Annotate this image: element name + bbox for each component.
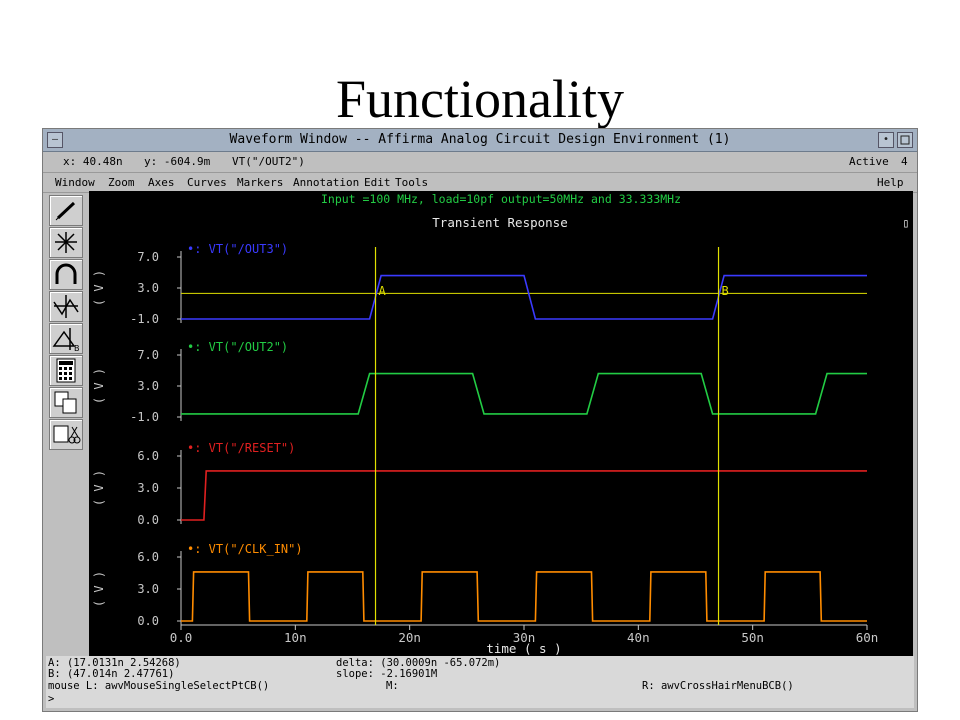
cursor-x: x: 40.48n — [63, 155, 123, 168]
waveform-out2 — [181, 372, 867, 415]
waveform-out3 — [181, 274, 867, 320]
y-tick-label-reset: 0.0 — [137, 513, 159, 527]
x-tick-label: 30n — [513, 630, 536, 645]
plot-subtitle: Input =100 MHz, load=10pf output=50MHz a… — [321, 192, 681, 206]
plot-title: Transient Response — [432, 215, 567, 230]
y-tick-label-out3: 3.0 — [137, 281, 159, 295]
pen-tool-button[interactable] — [49, 195, 83, 226]
legend-out3: •: VT("/OUT3") — [187, 242, 288, 256]
calculator-tool-button[interactable] — [49, 355, 83, 386]
y-tick-label-out3: 7.0 — [137, 250, 159, 264]
menu-zoom[interactable]: Zoom — [108, 176, 135, 189]
window-menu-button[interactable]: — — [47, 132, 63, 148]
window-title: Waveform Window -- Affirma Analog Circui… — [229, 132, 731, 147]
y-axis-label-out3: ( V ) — [92, 270, 106, 306]
marker-b-readout: B: (47.014n 2.47761) — [48, 668, 175, 680]
y-tick-label-out3: -1.0 — [130, 312, 159, 326]
y-tick-label-reset: 6.0 — [137, 449, 159, 463]
mouse-middle-binding: M: — [386, 680, 399, 692]
menu-help[interactable]: Help — [877, 176, 904, 189]
delta-readout: delta: (30.0009n -65.072m) — [336, 657, 501, 669]
cut-icon — [53, 425, 81, 444]
minimize-button[interactable]: • — [878, 132, 894, 148]
split-icon — [53, 295, 79, 318]
waveform-chart[interactable]: Input =100 MHz, load=10pf output=50MHz a… — [89, 191, 913, 658]
legend-clk_in: •: VT("/CLK_IN") — [187, 542, 303, 556]
menu-window[interactable]: Window — [55, 176, 95, 189]
marker-label-b: B — [722, 284, 729, 298]
y-tick-label-clk_in: 6.0 — [137, 550, 159, 564]
x-axis-label: time ( s ) — [486, 641, 561, 656]
cursor-status-bar: x: 40.48n y: -604.9m VT("/OUT2") Active … — [43, 152, 917, 173]
y-tick-label-out2: 3.0 — [137, 379, 159, 393]
command-prompt[interactable]: > — [48, 693, 55, 705]
svg-text:B: B — [74, 344, 80, 353]
slope-readout: slope: -2.16901M — [336, 668, 438, 680]
calculator-icon — [56, 358, 76, 383]
split-tool-button[interactable] — [49, 291, 83, 322]
x-tick-label: 20n — [398, 630, 421, 645]
plot-options-box[interactable]: ▯ — [902, 216, 909, 230]
y-axis-label-clk_in: ( V ) — [92, 571, 106, 607]
copy-tool-button[interactable] — [49, 387, 83, 418]
copy-icon — [54, 391, 77, 414]
x-tick-label: 50n — [741, 630, 764, 645]
y-tick-label-out2: -1.0 — [130, 410, 159, 424]
y-tick-label-reset: 3.0 — [137, 481, 159, 495]
y-tick-label-out2: 7.0 — [137, 348, 159, 362]
marker-info-panel: A: (17.0131n 2.54268) B: (47.014n 2.4776… — [46, 656, 914, 708]
cursor-y: y: -604.9m — [144, 155, 211, 168]
x-tick-label: 10n — [284, 630, 307, 645]
y-tick-label-clk_in: 0.0 — [137, 614, 159, 628]
delta-tool-button[interactable]: B — [49, 323, 83, 354]
maximize-icon — [900, 135, 910, 145]
y-axis-label-out2: ( V ) — [92, 368, 106, 404]
crosshair-tool-button[interactable] — [49, 227, 83, 258]
waveform-reset — [181, 470, 867, 521]
active-count: 4 — [901, 155, 908, 168]
x-tick-label: 40n — [627, 630, 650, 645]
active-signal: VT("/OUT2") — [232, 155, 305, 168]
menu-curves[interactable]: Curves — [187, 176, 227, 189]
menu-tools[interactable]: Tools — [395, 176, 429, 189]
cut-tool-button[interactable] — [49, 419, 83, 450]
magnet-tool-button[interactable] — [49, 259, 83, 290]
x-tick-label: 0.0 — [170, 630, 193, 645]
waveform-clk_in — [181, 571, 867, 622]
y-axis-label-reset: ( V ) — [92, 470, 106, 506]
legend-reset: •: VT("/RESET") — [187, 441, 295, 455]
y-tick-label-clk_in: 3.0 — [137, 582, 159, 596]
menu-edit[interactable]: Edit — [364, 176, 391, 189]
menu-bar: Window Zoom Axes Curves Markers Annotati… — [43, 173, 917, 193]
menu-markers[interactable]: Markers — [237, 176, 284, 189]
window-titlebar[interactable]: — Waveform Window -- Affirma Analog Circ… — [43, 129, 917, 152]
magnet-icon — [55, 263, 77, 284]
delta-icon: B — [52, 328, 80, 353]
crosshair-icon — [55, 232, 77, 253]
slide-title: Functionality — [336, 69, 624, 129]
menu-annotation[interactable]: Annotation — [293, 176, 360, 189]
marker-label-a: A — [379, 284, 387, 298]
maximize-button[interactable] — [897, 132, 913, 148]
active-label: Active — [849, 155, 889, 168]
x-tick-label: 60n — [856, 630, 879, 645]
pen-icon — [55, 201, 76, 221]
waveform-plot-area[interactable]: Input =100 MHz, load=10pf output=50MHz a… — [89, 191, 913, 658]
mouse-left-binding: mouse L: awvMouseSingleSelectPtCB() — [48, 680, 270, 692]
marker-a-readout: A: (17.0131n 2.54268) — [48, 657, 181, 669]
legend-out2: •: VT("/OUT2") — [187, 340, 288, 354]
mouse-right-binding: R: awvCrossHairMenuBCB() — [642, 680, 794, 692]
menu-axes[interactable]: Axes — [148, 176, 175, 189]
